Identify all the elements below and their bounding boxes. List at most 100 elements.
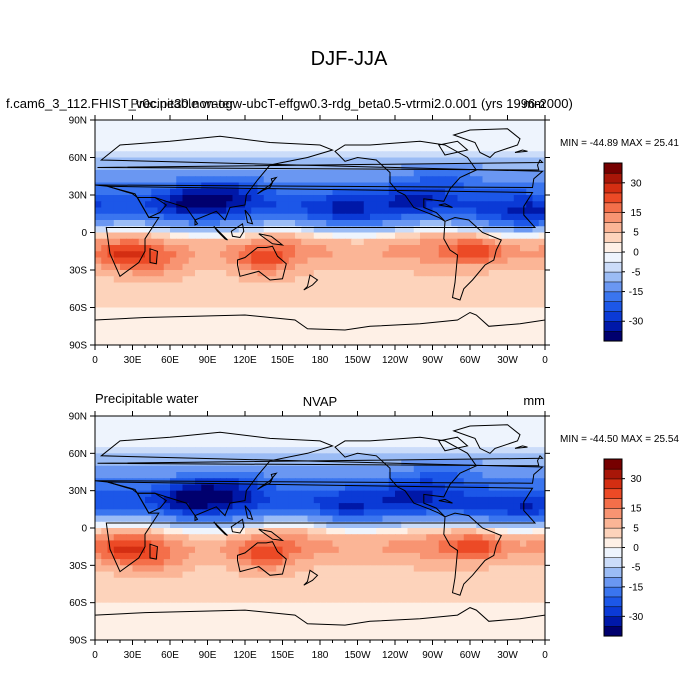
field-cell — [213, 590, 221, 598]
field-cell — [320, 521, 327, 529]
field-cell — [476, 163, 484, 171]
field-cell — [376, 232, 384, 240]
field-cell — [188, 326, 196, 334]
field-cell — [301, 465, 309, 473]
field-cell — [526, 276, 534, 284]
field-cell — [495, 447, 502, 454]
field-cell — [95, 540, 102, 548]
field-cell — [95, 138, 102, 146]
field-cell — [507, 170, 515, 177]
field-cell — [401, 465, 409, 473]
field-cell — [401, 559, 409, 566]
field-cell — [457, 326, 465, 334]
field-cell — [357, 453, 365, 461]
field-cell — [438, 195, 446, 202]
field-cell — [376, 590, 384, 598]
field-cell — [338, 515, 346, 523]
field-cell — [326, 596, 334, 604]
field-cell — [126, 465, 134, 473]
field-cell — [357, 270, 365, 277]
field-cell — [376, 440, 384, 448]
field-cell — [401, 126, 409, 134]
field-cell — [288, 509, 296, 517]
field-cell — [301, 307, 309, 315]
field-cell — [413, 559, 421, 566]
field-cell — [357, 326, 365, 334]
field-cell — [507, 528, 515, 535]
field-cell — [407, 602, 415, 610]
field-cell — [538, 301, 545, 309]
field-cell — [101, 188, 109, 196]
field-cell — [376, 301, 384, 309]
field-cell — [357, 534, 365, 542]
field-cell — [532, 416, 540, 423]
field-cell — [95, 307, 102, 315]
field-cell — [251, 571, 259, 579]
field-cell — [113, 138, 121, 146]
field-cell — [226, 540, 234, 548]
field-cell — [270, 472, 277, 479]
field-cell — [263, 459, 271, 467]
field-cell — [257, 428, 265, 436]
field-cell — [401, 496, 409, 504]
field-cell — [495, 120, 502, 127]
field-cell — [388, 151, 396, 159]
field-cell — [126, 503, 134, 510]
field-cell — [232, 332, 240, 340]
field-cell — [145, 332, 152, 340]
field-cell — [488, 276, 496, 284]
field-cell — [501, 515, 509, 523]
field-cell — [220, 521, 227, 529]
field-cell — [457, 503, 465, 510]
field-cell — [482, 565, 490, 573]
field-cell — [238, 251, 246, 259]
field-cell — [357, 188, 365, 196]
field-cell — [295, 307, 302, 315]
field-cell — [145, 263, 152, 271]
field-cell — [213, 138, 221, 146]
field-cell — [307, 145, 315, 152]
field-cell — [245, 459, 252, 467]
field-cell — [363, 447, 371, 454]
field-cell — [407, 276, 415, 284]
field-cell — [438, 188, 446, 196]
field-cell — [288, 145, 296, 152]
field-cell — [370, 422, 377, 430]
field-cell — [332, 459, 340, 467]
field-cell — [238, 276, 246, 284]
field-cell — [251, 422, 259, 430]
field-cell — [132, 126, 140, 134]
field-cell — [126, 201, 134, 209]
field-cell — [301, 288, 309, 296]
field-cell — [432, 577, 440, 585]
field-cell — [176, 490, 184, 498]
field-cell — [438, 276, 446, 284]
field-cell — [532, 120, 540, 127]
field-cell — [226, 301, 234, 309]
field-cell — [495, 157, 502, 165]
field-cell — [463, 201, 471, 209]
field-cell — [451, 596, 459, 604]
field-cell — [520, 509, 527, 517]
field-cell — [388, 313, 396, 321]
field-cell — [251, 472, 259, 479]
field-cell — [338, 157, 346, 165]
field-cell — [482, 503, 490, 510]
field-cell — [276, 546, 284, 554]
field-cell — [232, 509, 240, 517]
field-cell — [282, 257, 290, 265]
field-cell — [163, 320, 171, 327]
field-cell — [470, 313, 477, 321]
field-cell — [363, 295, 371, 302]
field-cell — [495, 176, 502, 184]
field-cell — [176, 126, 184, 134]
field-cell — [476, 596, 484, 604]
field-cell — [420, 276, 427, 284]
coastline-north-america — [334, 140, 478, 222]
field-cell — [457, 571, 465, 579]
field-cell — [201, 232, 209, 240]
field-cell — [463, 120, 471, 127]
field-cell — [170, 577, 177, 585]
field-cell — [370, 151, 377, 159]
field-cell — [170, 151, 177, 159]
